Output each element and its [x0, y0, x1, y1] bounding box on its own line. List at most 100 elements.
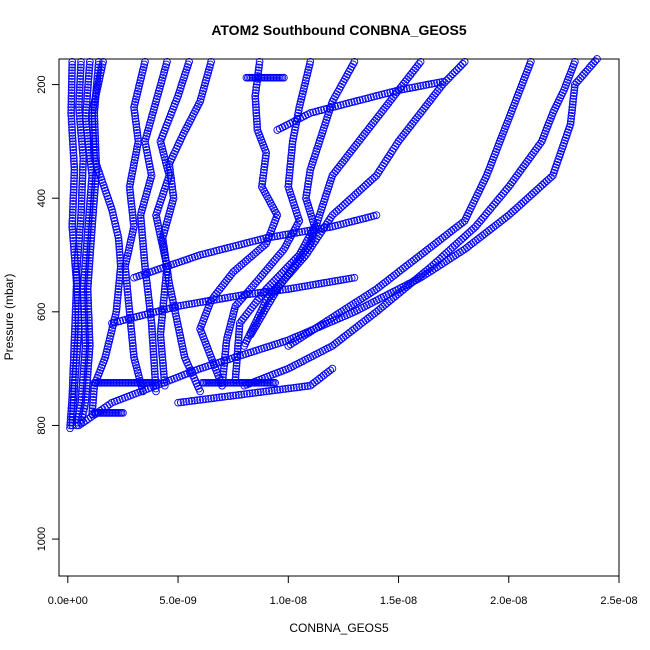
- data-point: [67, 94, 76, 103]
- data-point: [158, 234, 167, 242]
- data-point: [113, 299, 121, 308]
- data-point: [267, 287, 276, 296]
- data-point: [169, 191, 178, 200]
- data-point: [251, 94, 260, 103]
- data-point: [237, 317, 246, 325]
- data-point: [89, 134, 98, 143]
- data-point: [240, 342, 249, 350]
- data-point: [89, 137, 98, 146]
- data-point: [456, 62, 465, 70]
- data-point: [112, 305, 121, 313]
- data-point: [71, 373, 79, 382]
- data-point: [131, 117, 140, 126]
- data-point: [73, 256, 82, 265]
- data-point: [427, 80, 436, 88]
- data-point: [534, 184, 543, 193]
- data-point: [302, 188, 311, 197]
- data-point: [79, 160, 87, 168]
- data-point: [94, 82, 102, 90]
- data-point: [342, 275, 351, 284]
- data-point: [68, 63, 76, 72]
- data-point: [75, 94, 84, 103]
- data-point: [287, 384, 295, 393]
- data-point: [70, 378, 79, 387]
- data-point: [74, 239, 83, 248]
- data-point: [193, 396, 202, 405]
- data-point: [82, 393, 90, 401]
- data-point: [84, 359, 93, 367]
- data-point: [190, 299, 199, 308]
- data-point: [84, 273, 93, 282]
- data-point: [68, 75, 76, 83]
- data-point: [165, 160, 174, 168]
- data-point: [265, 387, 273, 395]
- data-point: [147, 319, 156, 328]
- data-point: [169, 188, 177, 197]
- data-point: [156, 230, 164, 238]
- data-point: [422, 81, 430, 89]
- data-point: [150, 367, 159, 376]
- data-point: [83, 378, 91, 387]
- data-point: [87, 236, 95, 245]
- data-point: [372, 211, 381, 220]
- data-point: [144, 154, 153, 163]
- data-point: [109, 211, 118, 220]
- data-point: [149, 347, 158, 356]
- data-point: [158, 356, 167, 364]
- data-point: [79, 157, 87, 166]
- data-point: [73, 344, 82, 353]
- data-point: [302, 191, 311, 200]
- data-point: [108, 319, 116, 328]
- data-point: [70, 390, 78, 399]
- data-point: [70, 160, 78, 168]
- data-point: [77, 191, 86, 200]
- data-point: [123, 254, 131, 263]
- data-point: [150, 364, 159, 373]
- data-point: [232, 361, 241, 370]
- data-point: [84, 290, 92, 299]
- data-point: [276, 385, 284, 394]
- data-point: [85, 327, 94, 336]
- data-point: [306, 57, 315, 66]
- data-point: [272, 275, 280, 283]
- data-point: [72, 421, 81, 430]
- data-point: [289, 134, 298, 143]
- data-point: [438, 77, 447, 86]
- data-point: [259, 387, 268, 396]
- data-point: [255, 63, 263, 72]
- data-point: [158, 145, 167, 154]
- data-point: [152, 214, 161, 222]
- data-point: [89, 129, 97, 137]
- data-point: [331, 222, 339, 230]
- data-point: [175, 328, 184, 337]
- data-point: [305, 171, 314, 180]
- data-point: [84, 361, 93, 370]
- data-point: [116, 251, 124, 259]
- data-point: [325, 104, 334, 112]
- data-point: [303, 182, 312, 191]
- data-point: [358, 95, 367, 104]
- data-point: [339, 275, 348, 284]
- data-point: [157, 322, 166, 330]
- data-point: [159, 236, 167, 245]
- data-point: [408, 83, 417, 92]
- data-point: [132, 148, 141, 156]
- data-point: [292, 383, 301, 392]
- x-tick-label: 2.0e-08: [490, 595, 527, 607]
- data-point: [180, 350, 188, 359]
- data-point: [79, 299, 88, 308]
- data-point: [91, 185, 99, 194]
- data-point: [199, 298, 207, 306]
- data-point: [89, 396, 98, 404]
- data-point: [295, 283, 304, 292]
- data-point: [82, 97, 91, 106]
- data-point: [280, 73, 288, 82]
- data-point: [270, 386, 279, 395]
- data-point: [80, 265, 89, 274]
- data-point: [347, 274, 356, 283]
- data-point: [78, 177, 87, 185]
- data-point: [141, 140, 150, 149]
- data-point: [85, 322, 93, 330]
- data-point: [69, 205, 77, 214]
- data-point: [89, 143, 98, 151]
